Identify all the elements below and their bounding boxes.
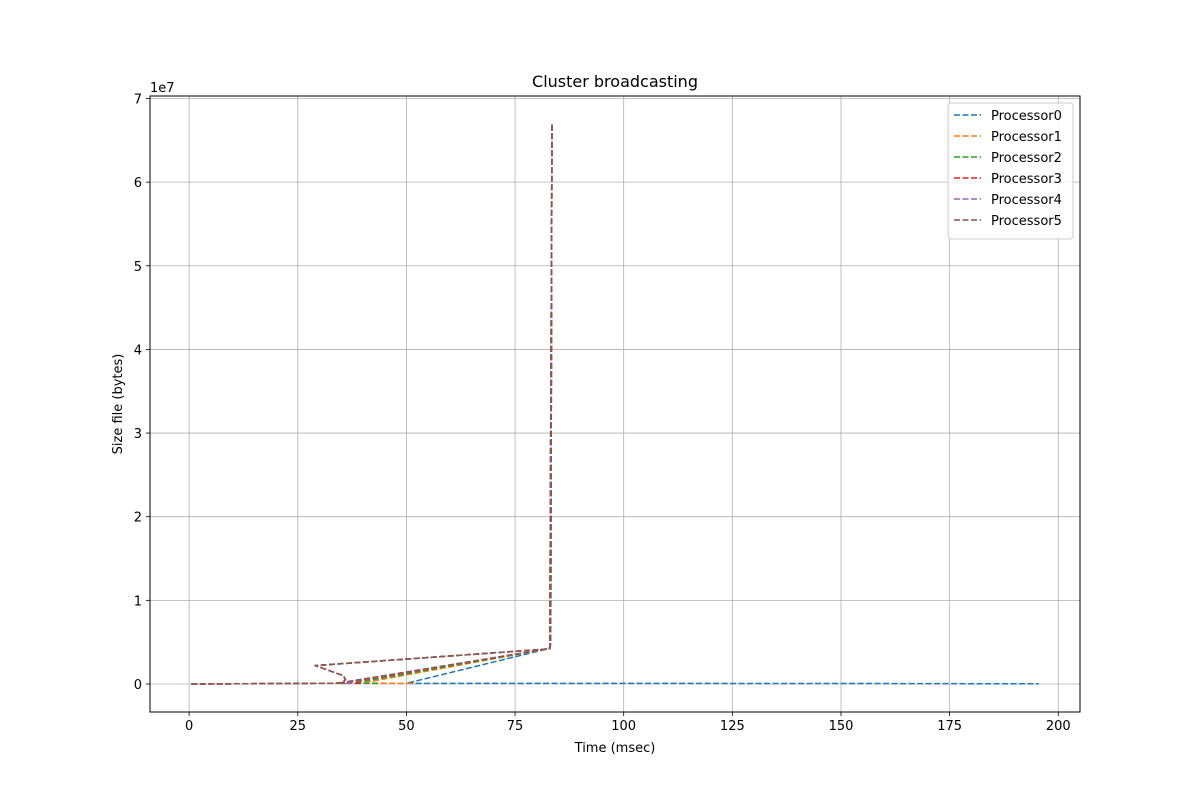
legend: Processor0 Processor1 Processor2 Processor3… [947, 102, 1074, 240]
legend-label-processor1: Processor1 [991, 130, 1062, 145]
legend-label-processor2: Processor2 [991, 151, 1062, 166]
y-tick-label: 1 [134, 594, 142, 609]
x-tick-label: 50 [398, 719, 415, 734]
legend-label-processor5: Processor5 [991, 214, 1062, 229]
y-offset-label: 1e7 [150, 81, 175, 96]
ticks: 0 25 50 75 100 125 150 175 200 0 1 2 3 4 5 6 7 [134, 93, 1071, 734]
y-tick-label: 0 [134, 678, 142, 693]
x-tick-label: 150 [829, 719, 854, 734]
series-line-processor5 [191, 122, 553, 685]
x-tick-label: 175 [937, 719, 962, 734]
x-tick-label: 75 [507, 719, 524, 734]
chart-title: Cluster broadcasting [532, 72, 698, 91]
x-tick-label: 200 [1046, 719, 1071, 734]
x-tick-label: 125 [720, 719, 745, 734]
x-axis-label: Time (msec) [574, 741, 656, 756]
legend-label-processor4: Processor4 [991, 193, 1062, 208]
axes-frame [149, 95, 1081, 713]
y-tick-label: 7 [134, 93, 142, 108]
legend-label-processor0: Processor0 [991, 109, 1062, 124]
legend-label-processor3: Processor3 [991, 172, 1062, 187]
y-axis-label: Size file (bytes) [111, 354, 126, 455]
y-tick-label: 6 [134, 176, 142, 191]
plot-area [191, 122, 1039, 685]
y-tick-label: 2 [134, 511, 142, 526]
x-tick-label: 100 [611, 719, 636, 734]
y-tick-label: 5 [134, 260, 142, 275]
legend-box [947, 102, 1074, 240]
x-tick-label: 0 [185, 719, 193, 734]
x-tick-label: 25 [289, 719, 306, 734]
y-tick-label: 3 [134, 427, 142, 442]
y-tick-label: 4 [134, 343, 142, 358]
